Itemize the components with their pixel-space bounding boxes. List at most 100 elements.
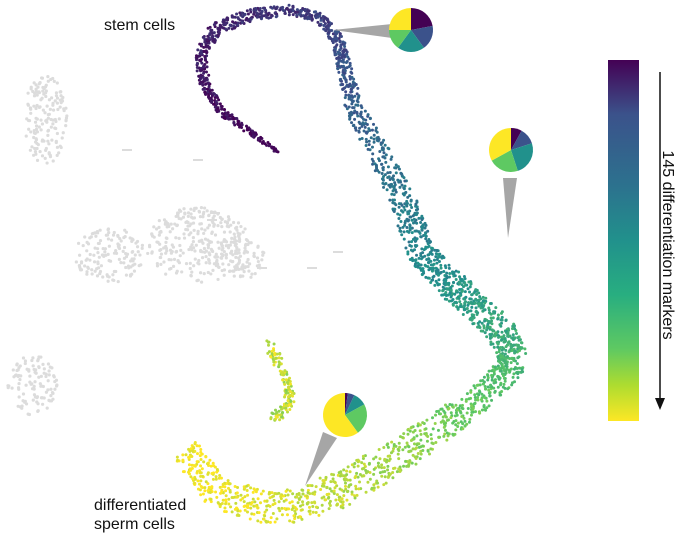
trajectory-cell <box>209 497 213 501</box>
background-cell <box>162 260 166 264</box>
background-cell <box>229 259 233 263</box>
trajectory-cell <box>322 27 326 31</box>
trajectory-cell <box>359 112 363 116</box>
trajectory-cell <box>333 35 337 39</box>
trajectory-cell <box>511 375 515 379</box>
trajectory-cell <box>398 469 402 473</box>
background-cell <box>98 228 102 232</box>
trajectory-cell <box>404 190 408 194</box>
background-cell <box>49 394 53 398</box>
background-cell <box>196 232 200 236</box>
trajectory-cell <box>196 62 200 66</box>
background-cell <box>174 236 178 240</box>
trajectory-cell <box>443 403 447 407</box>
trajectory-cell <box>352 465 356 469</box>
background-cell <box>95 229 99 234</box>
background-cell <box>46 362 51 366</box>
callout-pointer-differentiated <box>305 432 337 486</box>
trajectory-cell <box>375 166 379 170</box>
trajectory-cell <box>474 410 478 414</box>
trajectory-cell <box>333 30 337 34</box>
trajectory-cell <box>322 19 326 23</box>
trajectory-cell <box>274 7 278 11</box>
background-cell <box>122 245 127 250</box>
trajectory-cell <box>494 380 498 384</box>
trajectory-cell <box>483 319 487 323</box>
trajectory-cell <box>487 369 491 373</box>
trajectory-cell <box>462 274 466 278</box>
trajectory-cell <box>308 509 312 513</box>
trajectory-cell <box>330 472 334 476</box>
trajectory-cell <box>414 202 418 206</box>
trajectory-cell <box>408 228 412 232</box>
trajectory-cell <box>490 319 494 323</box>
background-cell <box>197 258 201 263</box>
trajectory-cell <box>396 165 400 169</box>
background-cell <box>198 271 203 275</box>
background-cell <box>60 98 64 102</box>
trajectory-cell <box>486 374 490 378</box>
trajectory-cell <box>348 61 352 65</box>
trajectory-cell <box>427 276 431 280</box>
background-cell <box>129 265 133 269</box>
trajectory-cell <box>344 487 348 491</box>
trajectory-cell <box>402 464 406 468</box>
trajectory-cell <box>407 230 411 234</box>
background-cell <box>124 265 128 270</box>
trajectory-cell <box>283 369 287 373</box>
trajectory-cell <box>408 194 412 198</box>
trajectory-cell <box>508 369 512 373</box>
trajectory-cell <box>354 126 358 130</box>
trajectory-cell <box>473 301 477 305</box>
trajectory-cell <box>278 352 282 356</box>
trajectory-cell <box>268 496 272 500</box>
trajectory-cell <box>199 479 203 483</box>
background-cell <box>174 250 178 254</box>
trajectory-cell <box>402 237 406 241</box>
trajectory-cell <box>411 447 415 451</box>
trajectory-cell <box>442 425 446 429</box>
trajectory-cell <box>330 28 334 32</box>
trajectory-cell <box>414 244 418 248</box>
background-cell <box>229 251 233 255</box>
background-cell <box>163 221 168 225</box>
trajectory-cell <box>413 428 417 432</box>
trajectory-cell <box>410 461 414 465</box>
background-cell <box>25 367 29 371</box>
background-cell <box>207 213 211 218</box>
trajectory-cell <box>332 479 336 483</box>
background-cell <box>31 398 35 402</box>
trajectory-cell <box>204 82 208 86</box>
trajectory-cell <box>417 256 421 260</box>
trajectory-cell <box>513 324 517 328</box>
trajectory-cell <box>383 173 387 177</box>
background-cell <box>44 83 48 87</box>
trajectory-cell <box>203 489 207 493</box>
trajectory-cell <box>393 166 397 170</box>
background-cell <box>95 267 99 271</box>
background-cell <box>106 279 110 283</box>
trajectory-cell <box>314 485 318 489</box>
trajectory-cell <box>485 335 489 339</box>
background-cell <box>203 237 208 241</box>
trajectory-cell <box>378 457 382 461</box>
trajectory-cell <box>431 416 435 420</box>
trajectory-cell <box>425 418 429 422</box>
trajectory-cell <box>223 506 227 510</box>
colorbar-title: 145 differentiation markers <box>659 150 676 340</box>
background-cell <box>204 261 208 265</box>
background-cell <box>202 246 207 251</box>
trajectory-cell <box>316 12 320 16</box>
trajectory-cell <box>466 407 470 411</box>
trajectory-cell <box>430 269 434 273</box>
trajectory-cell <box>238 11 242 15</box>
background-cell <box>243 266 247 270</box>
background-cell <box>94 234 98 238</box>
trajectory-cell <box>508 357 512 361</box>
background-cell <box>213 233 218 237</box>
trajectory-cell <box>244 18 248 22</box>
trajectory-cell <box>266 340 270 344</box>
trajectory-cell <box>397 180 401 184</box>
background-cell <box>232 237 237 241</box>
background-cell <box>124 230 128 234</box>
